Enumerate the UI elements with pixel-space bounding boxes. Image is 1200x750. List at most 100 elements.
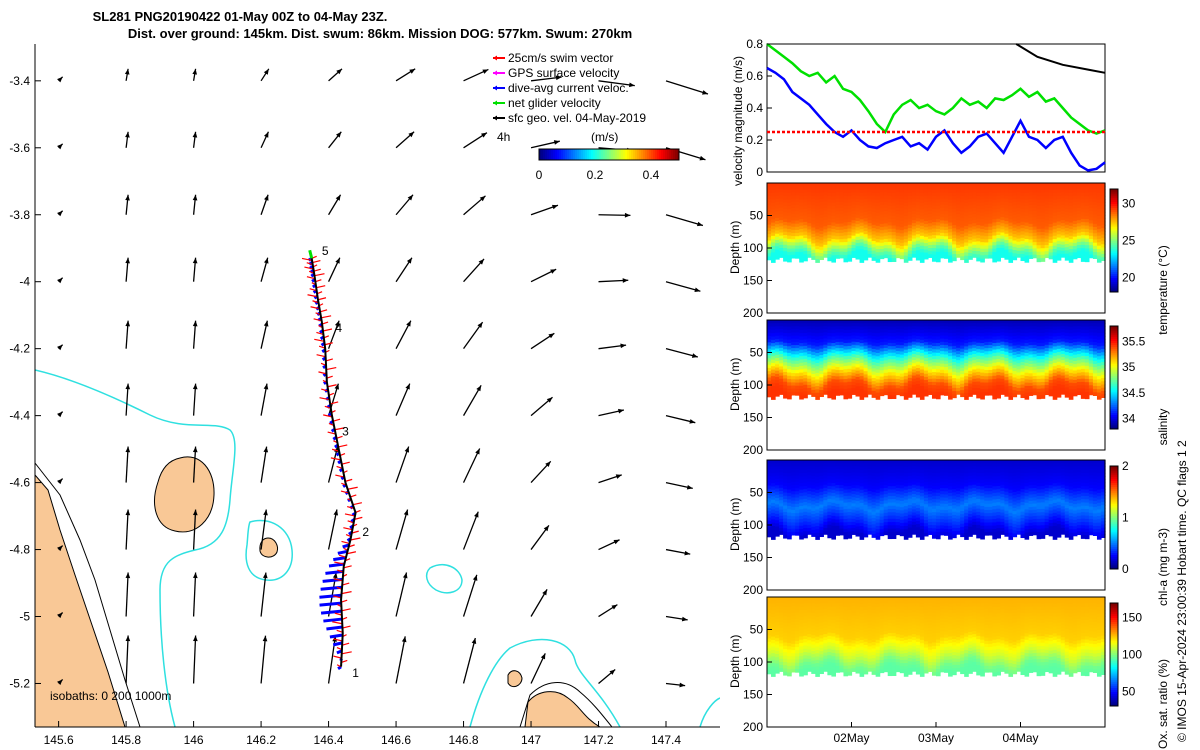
section-cell — [944, 233, 949, 237]
section-cell — [915, 348, 921, 353]
section-cell — [815, 366, 820, 371]
section-cell — [972, 341, 977, 346]
section-cell — [859, 389, 865, 394]
section-cell — [972, 384, 977, 389]
section-cell — [927, 323, 933, 327]
section-cell — [767, 189, 772, 194]
section-cell — [1096, 209, 1102, 214]
section-cell — [907, 390, 913, 395]
section-cell — [827, 320, 832, 324]
section-cell — [903, 356, 909, 361]
section-cell — [936, 196, 941, 200]
section-cell — [803, 492, 808, 497]
section-cell — [879, 242, 885, 247]
section-cell — [767, 514, 772, 519]
section-cell — [771, 512, 776, 517]
section-cell — [815, 336, 820, 341]
section-cell — [1084, 375, 1090, 380]
section-cell — [936, 241, 941, 246]
geo-velocity-arrowhead — [543, 525, 549, 532]
geo-velocity-arrowhead — [406, 257, 412, 264]
section-cell — [940, 385, 945, 390]
section-cell — [1048, 230, 1054, 235]
section-colorbar-cell — [1110, 230, 1118, 233]
geo-velocity-arrowhead — [540, 653, 546, 660]
section-cell — [859, 239, 865, 244]
section-cell — [1060, 353, 1066, 358]
section-cell — [803, 221, 808, 226]
section-cell — [839, 320, 845, 324]
section-cell — [948, 366, 953, 370]
section-cell — [871, 345, 877, 350]
section-cell — [919, 212, 925, 217]
section-cell — [968, 233, 973, 238]
section-cell — [1080, 375, 1086, 380]
section-cell — [815, 389, 820, 394]
section-cell — [1052, 349, 1058, 354]
section-cell — [907, 186, 913, 191]
section-cell — [775, 529, 780, 534]
section-cell — [819, 214, 824, 219]
map-colorbar-cell — [571, 149, 574, 160]
section-cell — [1048, 357, 1054, 362]
section-cell — [779, 388, 784, 392]
section-cell — [980, 385, 985, 390]
section-cell — [791, 239, 796, 243]
section-cell — [1048, 217, 1054, 222]
section-cell — [851, 372, 857, 377]
geo-velocity-arrowhead — [264, 131, 269, 138]
section-cell — [1056, 393, 1062, 398]
section-cell — [936, 232, 941, 237]
section-cell — [835, 214, 841, 219]
section-cell — [952, 234, 957, 239]
section-cell — [819, 393, 824, 398]
section-cell — [944, 223, 949, 228]
section-cell — [851, 232, 857, 237]
section-cell — [1000, 254, 1006, 258]
geo-velocity-arrowhead — [679, 682, 686, 688]
section-cell — [1008, 222, 1014, 227]
section-cell — [883, 366, 889, 371]
section-cell — [1040, 238, 1046, 243]
section-cell — [779, 254, 784, 258]
section-cell — [855, 236, 861, 241]
section-cell — [839, 186, 845, 190]
section-cell — [927, 369, 933, 374]
section-cell — [819, 246, 824, 251]
section-cell — [1048, 246, 1054, 250]
section-cell — [859, 369, 865, 374]
section-cell — [799, 489, 804, 494]
section-cell — [1012, 183, 1018, 187]
section-cell — [923, 342, 929, 346]
section-cell — [823, 220, 828, 224]
section-cell — [867, 347, 873, 352]
section-cell — [1056, 195, 1062, 200]
map-colorbar-cell — [655, 149, 658, 160]
section-cell — [799, 229, 804, 233]
section-cell — [1048, 186, 1054, 190]
current-vector — [319, 593, 342, 599]
section-cell — [964, 339, 969, 344]
section-cell — [863, 199, 869, 203]
section-cell — [931, 359, 937, 363]
section-cell — [911, 229, 917, 234]
section-cell — [879, 373, 885, 378]
section-cell — [843, 382, 849, 387]
section-cell — [879, 376, 885, 381]
geo-velocity-arrowhead — [404, 446, 410, 453]
section-cell — [779, 378, 784, 383]
section-cell — [931, 222, 937, 226]
section-cell — [767, 240, 772, 245]
section-cell — [891, 205, 897, 210]
section-cell — [771, 346, 776, 351]
section-cell — [911, 366, 917, 371]
section-cell — [1080, 244, 1086, 249]
swim-vector — [352, 502, 363, 506]
section-cell — [956, 235, 961, 240]
section-cell — [1068, 389, 1074, 394]
section-cell — [931, 202, 937, 207]
section-cell — [831, 232, 837, 237]
section-cell — [907, 381, 913, 385]
section-cell — [807, 466, 812, 470]
section-cell — [992, 385, 997, 390]
